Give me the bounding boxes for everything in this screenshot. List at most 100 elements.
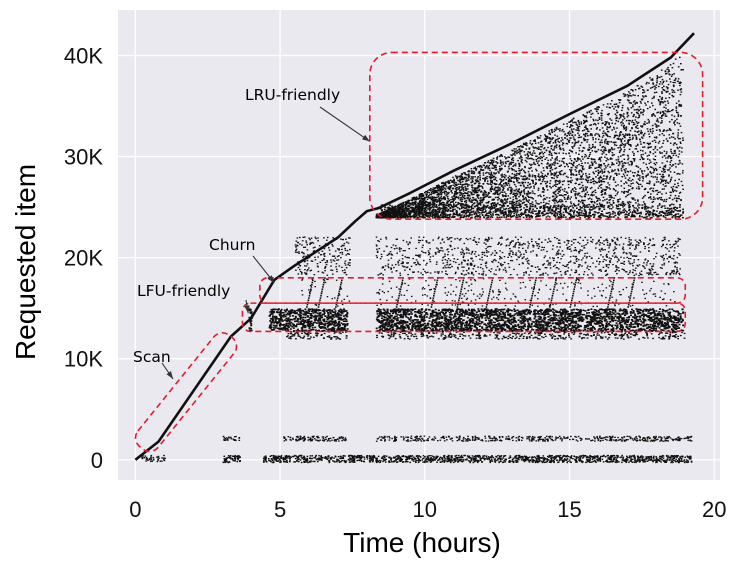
- scatter-point: [424, 460, 426, 462]
- scatter-point: [649, 437, 651, 439]
- scatter-point: [423, 461, 426, 464]
- scatter-point: [313, 457, 315, 459]
- scatter-point: [435, 319, 438, 321]
- scatter-point: [326, 458, 329, 461]
- scatter-point: [667, 440, 669, 442]
- scatter-point: [417, 456, 419, 459]
- scatter-point: [571, 326, 574, 329]
- scatter-point: [295, 329, 298, 332]
- scatter-point: [516, 460, 518, 462]
- scatter-point: [511, 314, 514, 317]
- scatter-point: [669, 437, 672, 439]
- scatter-point: [306, 321, 309, 323]
- scatter-point: [462, 438, 465, 440]
- scatter-point: [472, 308, 475, 311]
- scatter-point: [237, 455, 239, 457]
- scatter-point: [643, 458, 645, 461]
- scatter-point: [592, 317, 595, 319]
- scatter-point: [418, 329, 421, 331]
- scatter-point: [564, 315, 567, 318]
- scatter-point: [683, 459, 686, 461]
- scatter-point: [635, 329, 638, 331]
- scatter-point: [526, 309, 529, 311]
- scatter-point: [491, 458, 493, 461]
- scatter-point: [304, 311, 307, 313]
- scatter-point: [239, 460, 241, 463]
- scatter-point: [440, 311, 443, 313]
- scatter-point: [628, 315, 631, 318]
- scatter-point: [519, 317, 522, 319]
- scatter-point: [329, 457, 331, 459]
- scatter-point: [593, 456, 596, 459]
- scatter-point: [434, 308, 437, 311]
- scatter-point: [465, 311, 467, 314]
- scatter-point: [338, 437, 341, 440]
- scatter-point: [576, 440, 579, 442]
- scatter-point: [537, 315, 540, 318]
- scatter-point: [393, 456, 395, 458]
- scatter-point: [272, 324, 275, 327]
- scatter-point: [284, 458, 287, 461]
- scatter-point: [301, 309, 304, 312]
- scatter-point: [567, 312, 570, 315]
- scatter-point: [303, 439, 305, 442]
- scatter-point: [593, 459, 596, 462]
- scatter-point: [483, 455, 486, 457]
- scatter-point: [401, 308, 404, 310]
- scatter-point: [293, 310, 296, 312]
- scatter-point: [454, 460, 456, 463]
- scatter-point: [586, 317, 589, 320]
- scatter-point: [476, 319, 479, 321]
- scatter-point: [578, 315, 581, 317]
- scatter-point: [673, 321, 676, 324]
- scatter-point: [520, 459, 523, 461]
- scatter-point: [593, 309, 596, 311]
- scatter-point: [617, 455, 619, 457]
- scatter-point: [401, 322, 404, 324]
- scatter-point: [378, 321, 381, 323]
- scatter-point: [405, 316, 408, 318]
- scatter-point: [386, 323, 389, 325]
- scatter-point: [680, 455, 683, 457]
- scatter-point: [303, 455, 305, 457]
- scatter-point: [513, 319, 516, 321]
- scatter-point: [270, 321, 273, 323]
- scatter-point: [590, 317, 593, 320]
- scatter-point: [234, 439, 236, 441]
- scatter-point: [487, 323, 490, 325]
- scatter-point: [607, 457, 610, 459]
- scatter-point: [601, 316, 604, 319]
- scatter-point: [598, 322, 601, 324]
- scatter-point: [386, 318, 389, 321]
- scatter-point: [385, 313, 388, 315]
- scatter-point: [660, 315, 663, 318]
- scatter-point: [419, 320, 422, 323]
- scatter-point: [588, 456, 591, 458]
- scatter-point: [284, 315, 287, 318]
- scatter-point: [642, 317, 645, 320]
- scatter-point: [590, 329, 593, 332]
- scatter-point: [524, 317, 527, 320]
- scatter-point: [678, 327, 681, 329]
- scatter-point: [518, 455, 521, 457]
- scatter-point: [337, 323, 340, 325]
- scatter-point: [550, 317, 553, 319]
- scatter-point: [538, 460, 541, 463]
- scatter-point: [605, 436, 608, 438]
- scatter-point: [431, 439, 434, 441]
- scatter-point: [317, 459, 320, 461]
- scatter-point: [469, 314, 472, 316]
- scatter-point: [681, 318, 684, 321]
- scatter-point: [383, 323, 386, 325]
- scatter-point: [431, 455, 434, 457]
- scatter-point: [454, 326, 457, 328]
- scatter-point: [422, 457, 424, 460]
- scatter-point: [307, 323, 310, 326]
- scatter-point: [579, 308, 582, 311]
- scatter-point: [654, 439, 657, 441]
- scatter-point: [548, 436, 551, 438]
- scatter-point: [508, 437, 510, 439]
- scatter-point: [639, 460, 641, 463]
- scatter-point: [448, 319, 451, 321]
- scatter-point: [386, 314, 389, 317]
